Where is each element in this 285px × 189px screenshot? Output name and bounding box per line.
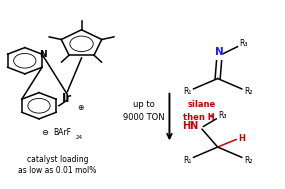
Text: +: + xyxy=(208,113,214,119)
Text: as low as 0.01 mol%: as low as 0.01 mol% xyxy=(18,166,97,175)
Text: 9000 TON: 9000 TON xyxy=(123,113,165,122)
Text: R₁: R₁ xyxy=(183,87,192,96)
Text: R₂: R₂ xyxy=(244,156,252,165)
Text: R₁: R₁ xyxy=(183,156,192,165)
Text: silane: silane xyxy=(188,100,216,109)
Text: R₂: R₂ xyxy=(244,87,252,96)
Text: up to: up to xyxy=(133,100,155,109)
Text: R₃: R₃ xyxy=(219,111,227,120)
Text: N: N xyxy=(40,50,47,59)
Text: N: N xyxy=(215,47,223,57)
Text: BArF: BArF xyxy=(53,129,71,137)
Text: HN: HN xyxy=(183,121,199,131)
Text: 24: 24 xyxy=(76,135,83,140)
Text: catalyst loading: catalyst loading xyxy=(27,155,88,164)
Text: ⊕: ⊕ xyxy=(77,103,83,112)
Text: R₃: R₃ xyxy=(239,39,247,48)
Text: Ir: Ir xyxy=(62,92,72,105)
Text: then H: then H xyxy=(184,113,215,122)
Text: ⊖: ⊖ xyxy=(41,129,48,137)
Text: H: H xyxy=(238,134,245,143)
